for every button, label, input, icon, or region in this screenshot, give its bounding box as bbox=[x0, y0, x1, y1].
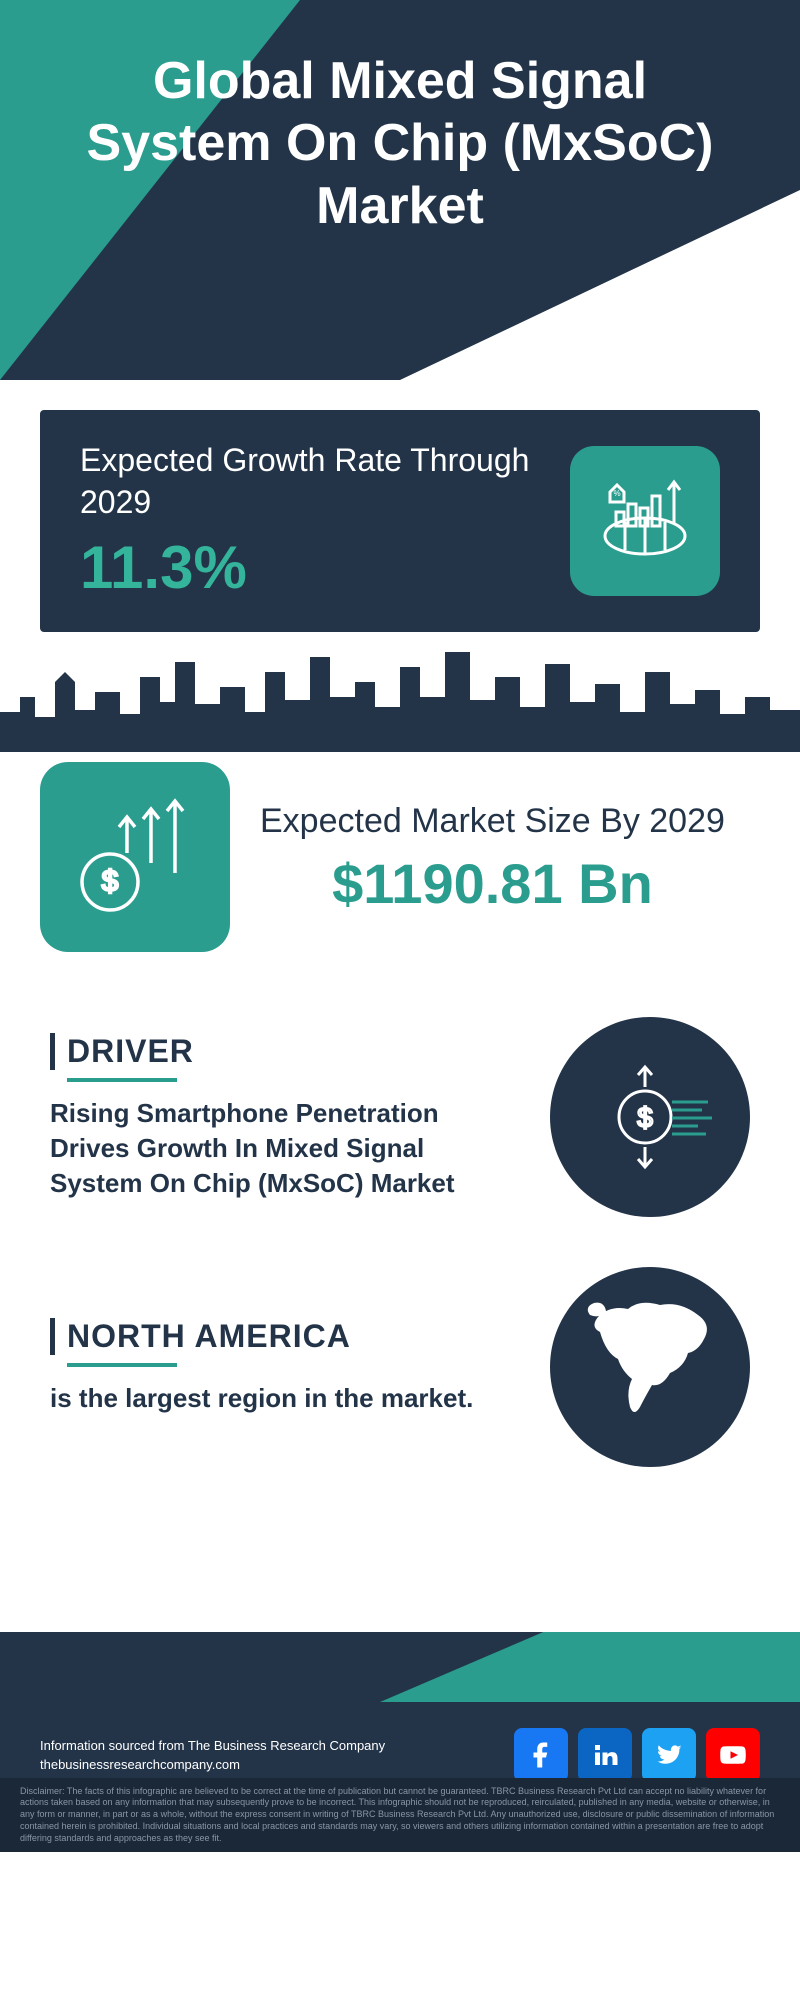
source-line-1: Information sourced from The Business Re… bbox=[40, 1736, 385, 1756]
city-skyline-graphic bbox=[0, 642, 800, 752]
heading-underline bbox=[67, 1363, 177, 1367]
disclaimer-text: Disclaimer: The facts of this infographi… bbox=[0, 1778, 800, 1852]
footer-spacer bbox=[0, 1492, 800, 1602]
growth-rate-label: Expected Growth Rate Through 2029 bbox=[80, 440, 570, 523]
growth-rate-card: Expected Growth Rate Through 2029 11.3% bbox=[40, 410, 760, 632]
region-map-icon bbox=[550, 1267, 750, 1467]
svg-text:$: $ bbox=[637, 1102, 653, 1133]
page-title: Global Mixed Signal System On Chip (MxSo… bbox=[0, 50, 800, 237]
market-size-icon: $ bbox=[40, 762, 230, 952]
footer: Information sourced from The Business Re… bbox=[0, 1632, 800, 1852]
source-text: Information sourced from The Business Re… bbox=[40, 1736, 385, 1775]
facebook-icon[interactable] bbox=[514, 1728, 568, 1782]
region-body: is the largest region in the market. bbox=[50, 1381, 520, 1416]
linkedin-icon[interactable] bbox=[578, 1728, 632, 1782]
market-size-value: $1190.81 Bn bbox=[260, 851, 725, 916]
driver-body: Rising Smartphone Penetration Drives Gro… bbox=[50, 1096, 520, 1201]
growth-chart-icon: % bbox=[570, 446, 720, 596]
region-block: NORTH AMERICA is the largest region in t… bbox=[0, 1242, 800, 1492]
footer-teal-wedge bbox=[380, 1632, 800, 1702]
svg-text:$: $ bbox=[102, 865, 119, 898]
region-heading: NORTH AMERICA bbox=[50, 1318, 520, 1355]
social-links bbox=[514, 1728, 760, 1782]
youtube-icon[interactable] bbox=[706, 1728, 760, 1782]
market-size-label: Expected Market Size By 2029 bbox=[260, 799, 725, 843]
market-size-card: $ Expected Market Size By 2029 $1190.81 … bbox=[0, 752, 800, 992]
driver-block: DRIVER Rising Smartphone Penetration Dri… bbox=[0, 992, 800, 1242]
twitter-icon[interactable] bbox=[642, 1728, 696, 1782]
source-line-2: thebusinessresearchcompany.com bbox=[40, 1755, 385, 1775]
heading-underline bbox=[67, 1078, 177, 1082]
svg-text:%: % bbox=[613, 489, 620, 498]
driver-heading: DRIVER bbox=[50, 1033, 520, 1070]
header-banner: Global Mixed Signal System On Chip (MxSo… bbox=[0, 0, 800, 380]
driver-icon: $ bbox=[550, 1017, 750, 1217]
growth-rate-value: 11.3% bbox=[80, 533, 570, 602]
